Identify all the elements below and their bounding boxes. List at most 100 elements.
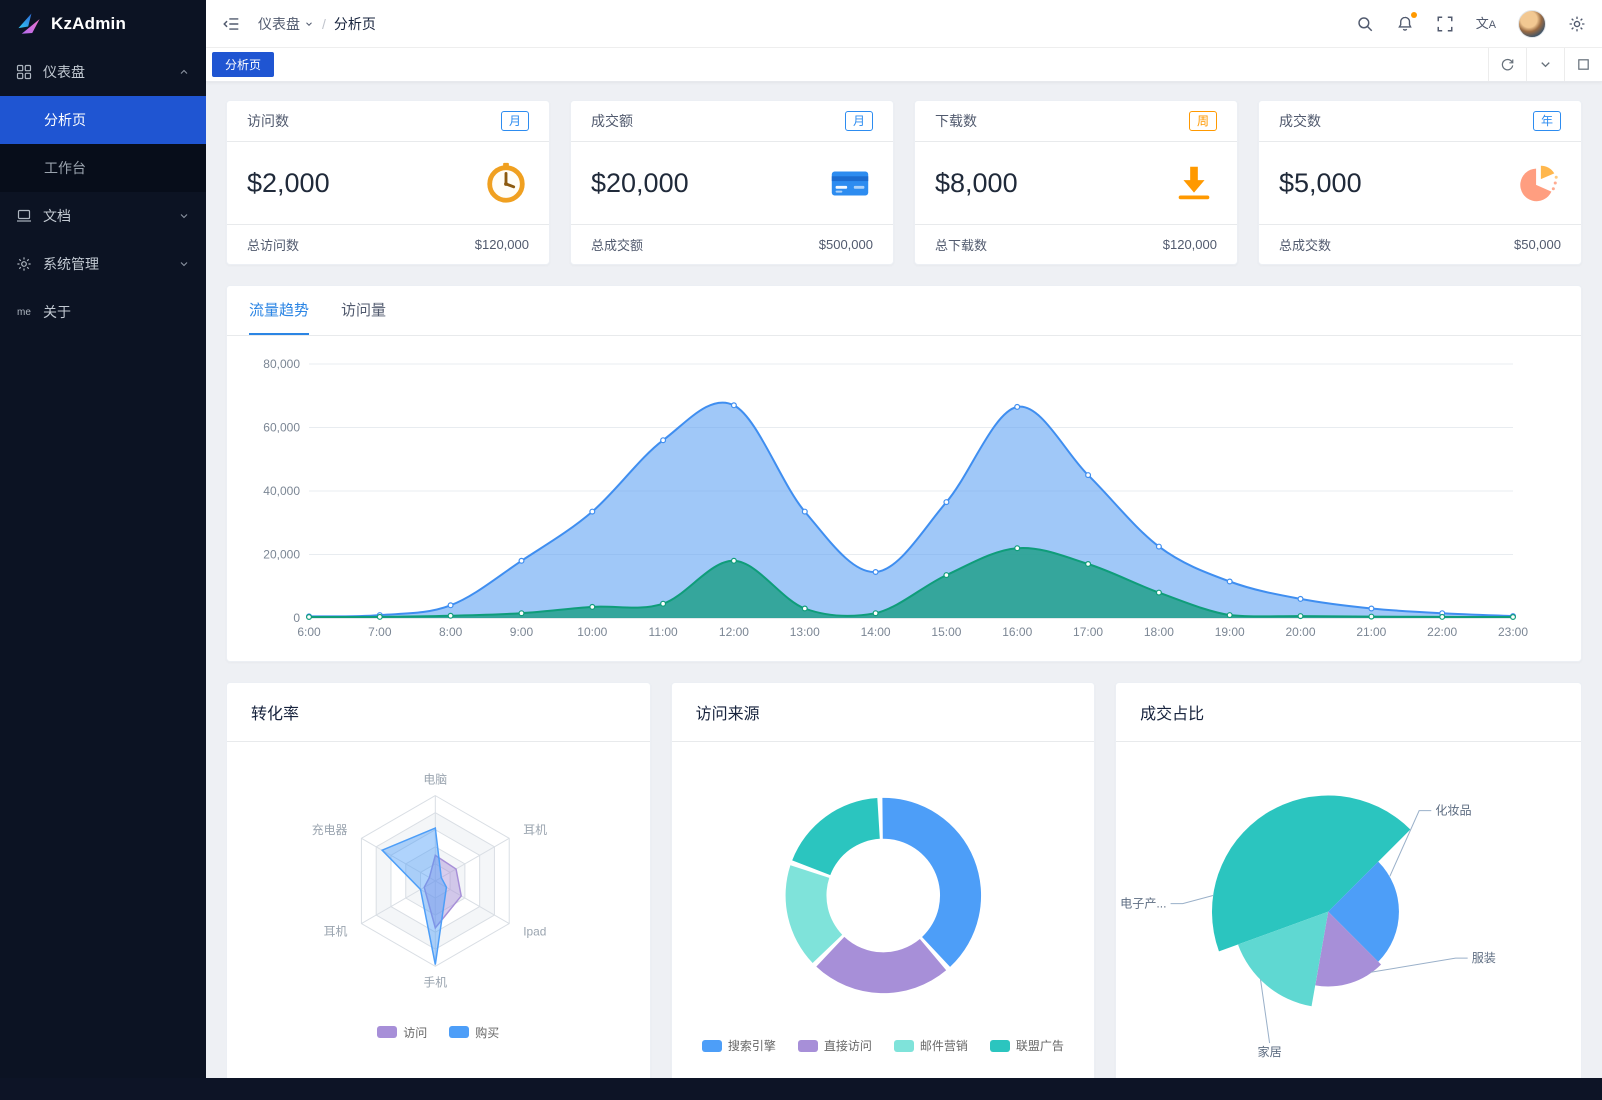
refresh-icon[interactable] [1488, 48, 1526, 81]
content: 访问数 月 $2,000 总访问数 $120,000 [206, 82, 1602, 1100]
svg-text:20,000: 20,000 [263, 548, 300, 562]
download-icon [1171, 160, 1217, 206]
svg-text:22:00: 22:00 [1427, 625, 1457, 639]
svg-text:80,000: 80,000 [263, 357, 300, 371]
stat-card-deals: 成交数 年 $5,000 总成交数 $50,000 [1258, 100, 1582, 265]
svg-text:电子产...: 电子产... [1120, 897, 1166, 911]
stat-card-title: 下载数 [935, 113, 977, 129]
sidebar-item-analysis[interactable]: 分析页 [0, 96, 206, 144]
svg-text:耳机: 耳机 [324, 925, 348, 939]
pie-icon [1515, 160, 1561, 206]
svg-text:15:00: 15:00 [931, 625, 961, 639]
svg-text:电脑: 电脑 [423, 772, 447, 786]
search-icon[interactable] [1356, 15, 1374, 33]
breadcrumb-current[interactable]: 分析页 [333, 15, 376, 32]
maximize-icon[interactable] [1564, 48, 1602, 81]
svg-text:12:00: 12:00 [719, 625, 749, 639]
svg-text:手机: 手机 [423, 975, 447, 989]
settings-gear-icon[interactable] [1568, 15, 1586, 33]
document-icon [17, 209, 31, 222]
svg-text:13:00: 13:00 [790, 625, 820, 639]
sidebar-item-workbench[interactable]: 工作台 [0, 144, 206, 192]
stat-card-badge: 月 [844, 111, 873, 131]
menu-collapse-icon[interactable] [222, 15, 240, 33]
svg-text:14:00: 14:00 [861, 625, 891, 639]
stat-card-value: $5,000 [1279, 167, 1362, 198]
notifications-bell-icon[interactable] [1396, 11, 1417, 33]
stat-card-title: 访问数 [247, 113, 289, 129]
app-logo-icon [18, 13, 40, 34]
svg-text:服装: 服装 [1472, 951, 1496, 965]
legend-swatch [449, 1026, 470, 1039]
stat-card-footer-label: 总下载数 [935, 238, 988, 253]
svg-text:18:00: 18:00 [1144, 625, 1174, 639]
legend-item-visit[interactable]: 访问 [377, 1024, 427, 1041]
svg-text:10:00: 10:00 [577, 625, 607, 639]
sidebar: KzAdmin 仪表盘 分析页 工作台 文档 [0, 0, 206, 1100]
svg-text:家居: 家居 [1258, 1044, 1282, 1059]
svg-text:化妆品: 化妆品 [1435, 804, 1471, 818]
topbar-actions: 文A [1356, 9, 1586, 38]
stat-card-footer-value: $120,000 [1162, 237, 1217, 252]
deal-share-panel: 成交占比 电子产... 化妆品服装家居 [1115, 682, 1582, 1082]
legend-item-affiliate[interactable]: 联盟广告 [989, 1037, 1064, 1054]
svg-text:23:00: 23:00 [1498, 625, 1528, 639]
svg-text:充电器: 充电器 [312, 823, 348, 837]
svg-text:6:00: 6:00 [297, 625, 321, 639]
sidebar-item-dashboard[interactable]: 仪表盘 [0, 48, 206, 96]
breadcrumb-separator: / [322, 15, 326, 32]
sidebar-item-about[interactable]: me 关于 [0, 288, 206, 336]
sidebar-item-label: 文档 [43, 208, 71, 224]
panel-title: 访问来源 [671, 683, 1095, 742]
traffic-trend-chart: 0 20,000 40,000 60,000 80,000 6:00 7:00 8:00 9:0… [263, 357, 1528, 639]
fullscreen-icon[interactable] [1436, 15, 1454, 33]
svg-text:60,000: 60,000 [263, 421, 300, 435]
svg-text:17:00: 17:00 [1073, 625, 1103, 639]
stat-card-value: $20,000 [591, 167, 689, 198]
svg-text:8:00: 8:00 [439, 625, 463, 639]
sidebar-item-system[interactable]: 系统管理 [0, 240, 206, 288]
notification-dot [1410, 11, 1417, 18]
stat-card-row: 访问数 月 $2,000 总访问数 $120,000 [226, 100, 1582, 265]
sidebar-item-docs[interactable]: 文档 [0, 192, 206, 240]
sidebar-item-label: 工作台 [44, 160, 86, 176]
legend-swatch [797, 1039, 818, 1052]
tab-analysis-page[interactable]: 分析页 [212, 52, 275, 77]
stat-card-turnover: 成交额 月 $20,000 总成交额 $500,000 [570, 100, 894, 265]
chevron-down-icon[interactable] [1526, 48, 1564, 81]
svg-text:0: 0 [293, 611, 300, 625]
legend-swatch [989, 1039, 1010, 1052]
legend-item-email[interactable]: 邮件营销 [893, 1037, 968, 1054]
settings-gear-icon [17, 257, 31, 271]
legend-item-buy[interactable]: 购买 [449, 1024, 499, 1041]
translate-icon[interactable]: 文A [1475, 15, 1496, 31]
stat-card-visits: 访问数 月 $2,000 总访问数 $120,000 [226, 100, 550, 265]
conversion-rate-panel: 转化率 电脑 耳机 Ipad 手机 耳机 充电器 访问 购买 [226, 682, 651, 1082]
breadcrumb-root[interactable]: 仪表盘 [258, 14, 314, 34]
stat-card-title: 成交数 [1279, 113, 1321, 129]
svg-text:21:00: 21:00 [1356, 625, 1386, 639]
trend-tabs: 流量趋势 访问量 [227, 286, 1581, 336]
chevron-down-icon [180, 214, 188, 219]
topbar: 仪表盘 / 分析页 文A [206, 0, 1602, 48]
app-logo[interactable]: KzAdmin [0, 0, 206, 48]
legend-swatch [377, 1026, 398, 1039]
svg-text:11:00: 11:00 [649, 625, 678, 639]
stat-card-value: $2,000 [247, 167, 330, 198]
chevron-down-icon [306, 21, 312, 26]
svg-text:Ipad: Ipad [523, 925, 546, 939]
sidebar-item-label: 分析页 [44, 112, 86, 128]
panel-title: 成交占比 [1116, 683, 1581, 742]
legend-swatch [893, 1039, 914, 1052]
svg-text:40,000: 40,000 [263, 484, 300, 498]
tab-visit-volume[interactable]: 访问量 [341, 302, 387, 319]
tab-traffic-trend[interactable]: 流量趋势 [249, 286, 310, 335]
legend-item-direct[interactable]: 直接访问 [797, 1037, 872, 1054]
avatar[interactable] [1518, 9, 1546, 38]
tagbar-actions [1488, 48, 1602, 81]
svg-text:9:00: 9:00 [510, 625, 534, 639]
sidebar-item-label: 系统管理 [43, 256, 99, 272]
visit-source-panel: 访问来源 搜索引擎 直接访问 [670, 682, 1096, 1082]
legend-item-search-engine[interactable]: 搜索引擎 [701, 1037, 776, 1054]
tagbar: 分析页 [206, 48, 1602, 82]
